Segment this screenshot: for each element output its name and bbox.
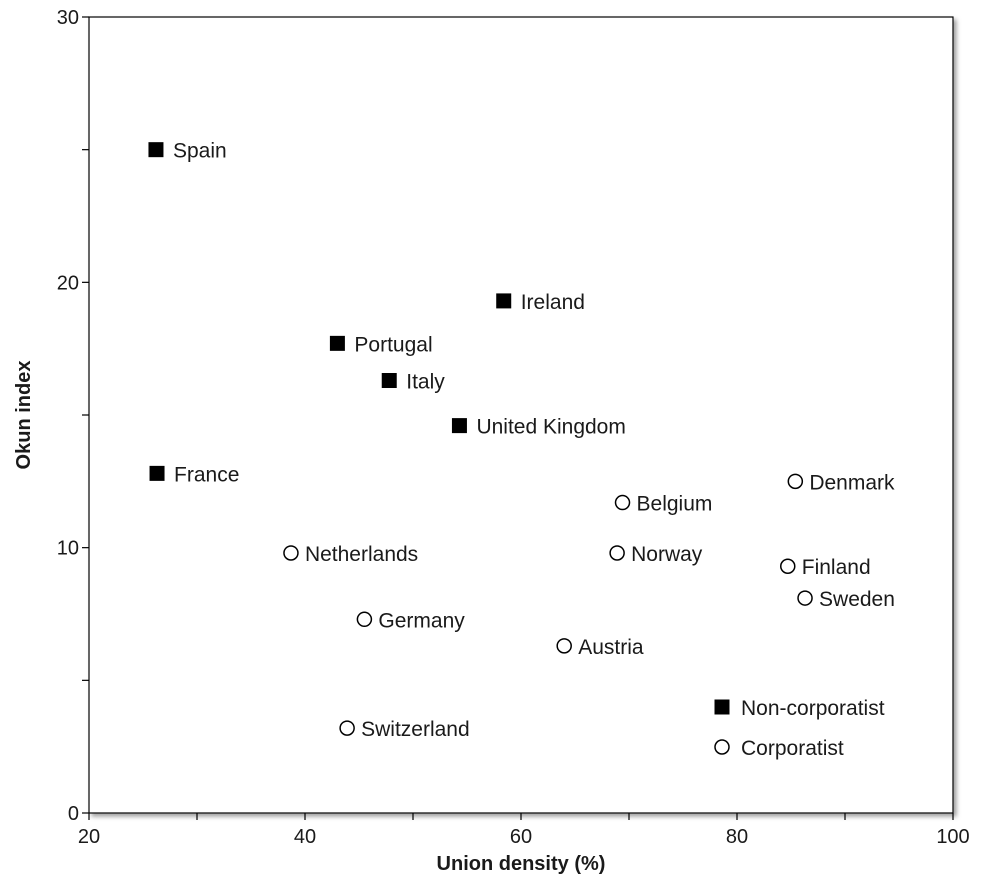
x-tick-label: 20	[78, 826, 100, 848]
legend: Non-corporatist Corporatist	[714, 697, 885, 760]
y-tick-label: 30	[57, 7, 79, 29]
filled-square-marker	[148, 142, 164, 158]
x-tick-label: 60	[510, 826, 532, 848]
filled-square-marker	[496, 293, 512, 309]
point-label: Belgium	[637, 493, 713, 516]
open-circle-marker	[556, 638, 572, 654]
point-finland: Finland	[780, 556, 871, 579]
point-label: Italy	[406, 371, 445, 394]
point-portugal: Portugal	[329, 333, 433, 356]
open-circle-marker	[797, 590, 813, 606]
point-label: Austria	[578, 636, 644, 659]
point-label: Portugal	[354, 333, 432, 356]
point-austria: Austria	[556, 636, 644, 659]
point-label: Finland	[802, 556, 871, 579]
point-germany: Germany	[356, 609, 465, 632]
open-circle-marker	[614, 494, 631, 511]
x-tick-label: 100	[936, 826, 969, 848]
x-tick-label: 80	[726, 826, 748, 848]
legend-item-non-corporatist: Non-corporatist	[714, 697, 885, 720]
open-circle-marker	[780, 558, 796, 574]
point-france: France	[149, 463, 239, 486]
point-sweden: Sweden	[797, 588, 895, 611]
point-label: Denmark	[809, 471, 895, 494]
y-axis-title: Okun index	[13, 361, 35, 470]
legend-square-marker	[714, 699, 730, 715]
legend-label: Non-corporatist	[741, 697, 885, 720]
x-axis-title: Union density (%)	[437, 853, 606, 875]
point-label: Switzerland	[361, 718, 470, 741]
x-tick-label: 40	[294, 826, 316, 848]
point-united-kingdom: United Kingdom	[451, 416, 626, 439]
point-label: United Kingdom	[476, 416, 625, 439]
legend-circle-marker	[714, 739, 730, 755]
point-label: France	[174, 463, 239, 486]
point-ireland: Ireland	[496, 291, 585, 314]
axis-tick-labels: 20 40 60 80 100 0 10 20 30	[57, 7, 970, 848]
plot-area-frame	[88, 16, 954, 814]
point-label: Netherlands	[305, 543, 418, 566]
open-circle-marker	[356, 611, 373, 628]
point-belgium: Belgium	[614, 493, 713, 516]
filled-square-marker	[149, 465, 165, 481]
filled-square-marker	[329, 335, 345, 351]
axis-ticks	[82, 16, 954, 820]
open-circle-marker	[283, 545, 299, 561]
open-circle-marker	[339, 720, 355, 736]
point-label: Spain	[173, 140, 227, 163]
y-tick-label: 10	[57, 538, 79, 560]
data-points: Spain Ireland Portugal Italy United Kingdom F…	[148, 140, 895, 741]
point-switzerland: Switzerland	[339, 718, 470, 741]
point-netherlands: Netherlands	[283, 543, 418, 566]
point-label: Sweden	[819, 588, 895, 611]
point-label: Germany	[378, 609, 465, 632]
y-tick-label: 20	[57, 272, 79, 294]
open-circle-marker	[609, 545, 625, 561]
filled-square-marker	[381, 373, 397, 389]
point-label: Ireland	[521, 291, 585, 314]
point-norway: Norway	[609, 543, 703, 566]
legend-item-corporatist: Corporatist	[714, 737, 844, 760]
point-label: Norway	[631, 543, 703, 566]
open-circle-marker	[787, 473, 804, 490]
y-tick-label: 0	[68, 803, 79, 825]
legend-label: Corporatist	[741, 737, 844, 760]
point-italy: Italy	[381, 371, 445, 394]
point-denmark: Denmark	[787, 471, 895, 494]
point-spain: Spain	[148, 140, 227, 163]
filled-square-marker	[451, 418, 467, 434]
